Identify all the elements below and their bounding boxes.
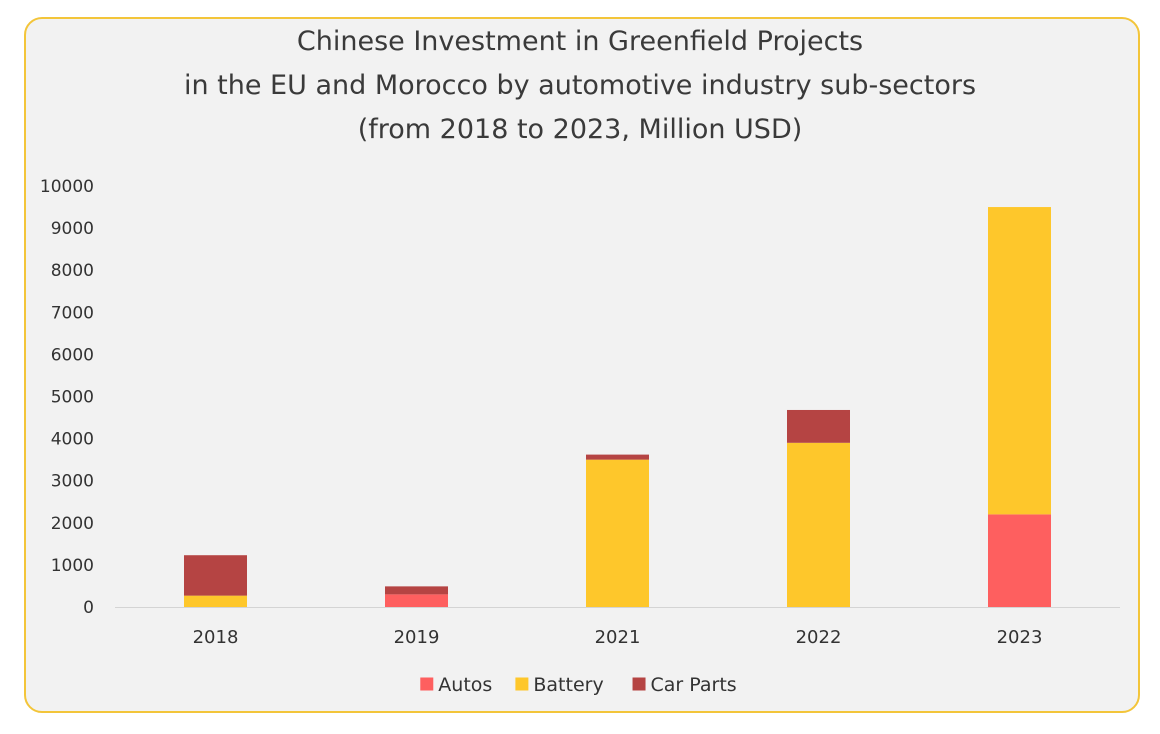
y-tick-label: 2000 — [51, 514, 94, 534]
legend-label: Autos — [438, 674, 492, 696]
bar-segment — [385, 586, 448, 595]
legend[interactable]: Autos Battery Car Parts — [420, 674, 737, 696]
y-tick-label: 5000 — [51, 388, 94, 408]
legend-label: Battery — [533, 674, 603, 696]
legend-swatch — [632, 677, 646, 691]
y-tick-label: 4000 — [51, 430, 94, 450]
y-axis: 0 1000 2000 3000 4000 5000 6000 7000 8000 9000 100… — [40, 177, 94, 618]
y-tick-label: 9000 — [51, 219, 94, 239]
y-tick-label: 10000 — [40, 177, 94, 197]
bar-segment — [184, 555, 247, 596]
bar-segment — [184, 595, 247, 607]
legend-item[interactable]: Battery — [515, 674, 604, 696]
x-tick-label: 2019 — [394, 627, 440, 648]
legend-swatch — [420, 677, 434, 691]
chart-title-line-3: (from 2018 to 2023, Million USD) — [357, 114, 803, 145]
x-tick-label: 2022 — [796, 627, 842, 648]
bar-segment — [586, 459, 649, 607]
chart-title-line-2: in the EU and Morocco by automotive indu… — [183, 70, 977, 101]
x-tick-label: 2018 — [193, 627, 239, 648]
chart-title-line-1: Chinese Investment in Greenfield Project… — [296, 26, 864, 57]
x-tick-label: 2023 — [997, 627, 1043, 648]
bar-segment — [988, 207, 1051, 515]
legend-label: Car Parts — [651, 674, 737, 696]
bar-segment — [586, 454, 649, 460]
bar-segment — [385, 594, 448, 607]
y-tick-label: 1000 — [51, 556, 94, 576]
legend-swatch — [515, 677, 529, 691]
bar-segment — [988, 514, 1051, 607]
y-tick-label: 3000 — [51, 472, 94, 492]
x-tick-label: 2021 — [595, 627, 641, 648]
y-tick-label: 8000 — [51, 261, 94, 281]
bar-segment — [787, 409, 850, 443]
bars — [184, 207, 1051, 607]
x-axis: 2018 2019 2021 2022 2023 — [193, 627, 1043, 648]
chart-title: Chinese Investment in Greenfield Project… — [0, 20, 1160, 152]
bar-segment — [787, 442, 850, 607]
y-tick-label: 6000 — [51, 345, 94, 365]
y-tick-label: 0 — [83, 598, 94, 618]
legend-item[interactable]: Car Parts — [632, 674, 737, 696]
legend-item[interactable]: Autos — [420, 674, 492, 696]
y-tick-label: 7000 — [51, 303, 94, 323]
